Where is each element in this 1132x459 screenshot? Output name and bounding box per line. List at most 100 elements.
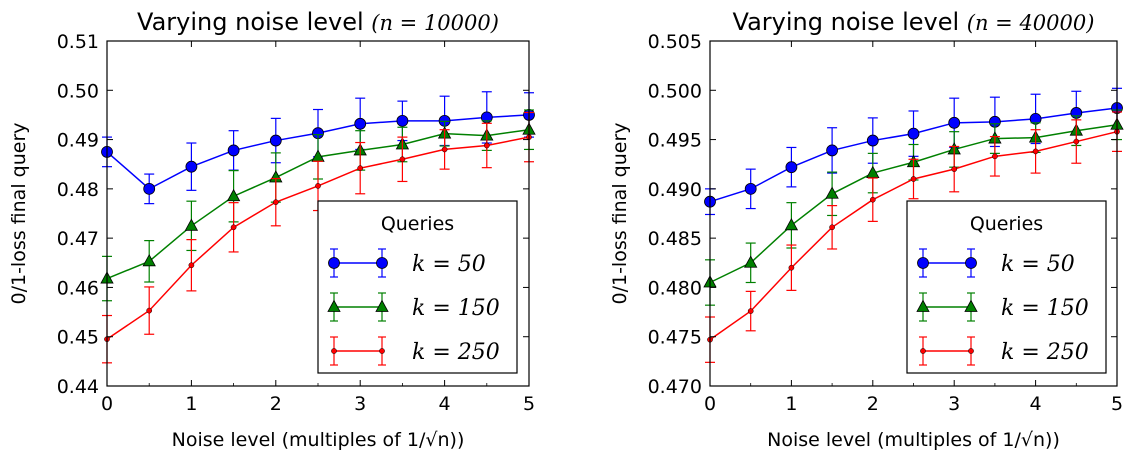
data-point — [1073, 138, 1080, 145]
data-point — [1032, 148, 1039, 155]
data-point — [315, 183, 321, 189]
legend-item-2: k = 150 — [916, 292, 1089, 322]
legend-label: k = 150 — [412, 296, 500, 321]
data-point — [357, 165, 364, 172]
legend: Queries k = 50 k = 150 k = 250 — [906, 200, 1107, 374]
x-tick-label: 5 — [1111, 393, 1123, 415]
plot-area — [100, 91, 536, 364]
y-tick-label: 0.46 — [57, 277, 99, 299]
y-tick-label: 0.490 — [648, 179, 702, 201]
data-point — [143, 182, 156, 195]
x-tick-label: 4 — [1030, 393, 1042, 415]
legend-marker — [917, 257, 929, 269]
legend-marker — [375, 299, 389, 312]
y-tick-label: 0.500 — [648, 80, 702, 102]
x-axis-label: Noise level (multiples of 1/√n)) — [172, 429, 465, 451]
legend-label: k = 250 — [1001, 340, 1089, 365]
legend-item-1: k = 50 — [917, 248, 1075, 278]
legend-box — [317, 200, 518, 374]
legend-label: k = 250 — [412, 340, 500, 365]
x-tick-label: 2 — [867, 393, 879, 415]
chart-title: Varying noise level (n = 10000) — [137, 8, 499, 36]
data-point — [744, 255, 758, 268]
legend-label: k = 150 — [1001, 296, 1089, 321]
data-point — [184, 218, 199, 231]
data-point — [142, 253, 156, 267]
legend-marker — [968, 348, 974, 354]
legend-box — [906, 200, 1107, 374]
y-tick-label: 0.480 — [648, 277, 702, 299]
data-point — [907, 127, 920, 140]
legend-marker — [327, 299, 341, 312]
y-tick-label: 0.48 — [57, 179, 99, 201]
legend-marker — [331, 348, 337, 354]
chart-title-text: Varying noise level — [137, 8, 371, 36]
data-point — [399, 156, 406, 163]
data-point — [272, 199, 279, 206]
data-point — [396, 114, 409, 127]
y-tick-label: 0.485 — [648, 228, 702, 250]
chart-title-math: (n = 40000) — [967, 11, 1095, 35]
y-tick-label: 0.475 — [648, 327, 702, 349]
legend-marker — [379, 348, 385, 354]
x-tick-label: 0 — [704, 393, 716, 415]
data-point — [188, 262, 195, 269]
series-1 — [704, 87, 1123, 216]
data-point — [948, 116, 961, 129]
data-point — [747, 308, 754, 314]
legend-item-2: k = 150 — [327, 292, 500, 322]
data-point — [227, 144, 240, 157]
data-point — [146, 307, 153, 314]
data-point — [230, 224, 237, 231]
legend-label: k = 50 — [1001, 252, 1075, 277]
data-point — [785, 161, 798, 174]
y-tick-label: 0.44 — [57, 376, 99, 398]
legend-title: Queries — [381, 213, 454, 235]
legend-marker — [376, 257, 388, 269]
y-tick-label: 0.470 — [648, 376, 702, 398]
legend-marker — [328, 257, 340, 269]
x-tick-label: 0 — [101, 393, 113, 415]
x-tick-label: 3 — [948, 393, 960, 415]
chart-title-math: (n = 10000) — [371, 11, 499, 35]
y-axis-label: 0/1-loss final query — [8, 123, 30, 305]
legend-item-3: k = 250 — [919, 336, 1089, 366]
x-tick-label: 1 — [785, 393, 797, 415]
data-point — [951, 166, 958, 172]
data-point — [441, 146, 448, 153]
data-point — [744, 182, 757, 195]
chart-title: Varying noise level (n = 40000) — [733, 8, 1095, 36]
data-point — [869, 196, 876, 203]
legend-label: k = 50 — [412, 252, 486, 277]
y-tick-label: 0.495 — [648, 130, 702, 152]
x-tick-label: 5 — [523, 393, 535, 415]
data-point — [185, 160, 198, 173]
data-point — [910, 176, 917, 182]
legend-item-1: k = 50 — [328, 248, 486, 278]
y-tick-label: 0.45 — [57, 327, 99, 349]
legend-marker — [920, 348, 926, 354]
data-point — [825, 186, 839, 199]
data-point — [269, 134, 282, 147]
data-point — [226, 188, 241, 202]
y-tick-label: 0.50 — [57, 80, 99, 102]
y-axis-label: 0/1-loss final query — [609, 123, 631, 305]
data-point — [992, 153, 998, 160]
data-point — [784, 217, 799, 231]
chart-panel-2: Varying noise level (n = 40000) 0 1 2 3 4 5 0.4… — [609, 8, 1124, 451]
legend-marker — [916, 299, 930, 312]
x-tick-label: 1 — [185, 393, 197, 415]
data-point — [354, 117, 367, 130]
chart-panel-1: Varying noise level (n = 10000) 0 1 2 3 4 5 0.4… — [8, 8, 536, 451]
legend-marker — [964, 299, 978, 312]
x-axis-label: Noise level (multiples of 1/√n)) — [767, 429, 1060, 451]
legend-title: Queries — [970, 213, 1043, 235]
legend: Queries k = 50 k = 150 k = 250 — [317, 200, 518, 374]
data-point — [829, 224, 835, 231]
data-point — [826, 144, 838, 157]
x-tick-label: 4 — [439, 393, 451, 415]
x-tick-label: 2 — [270, 393, 282, 415]
data-point — [483, 142, 490, 149]
series-3 — [102, 111, 534, 364]
